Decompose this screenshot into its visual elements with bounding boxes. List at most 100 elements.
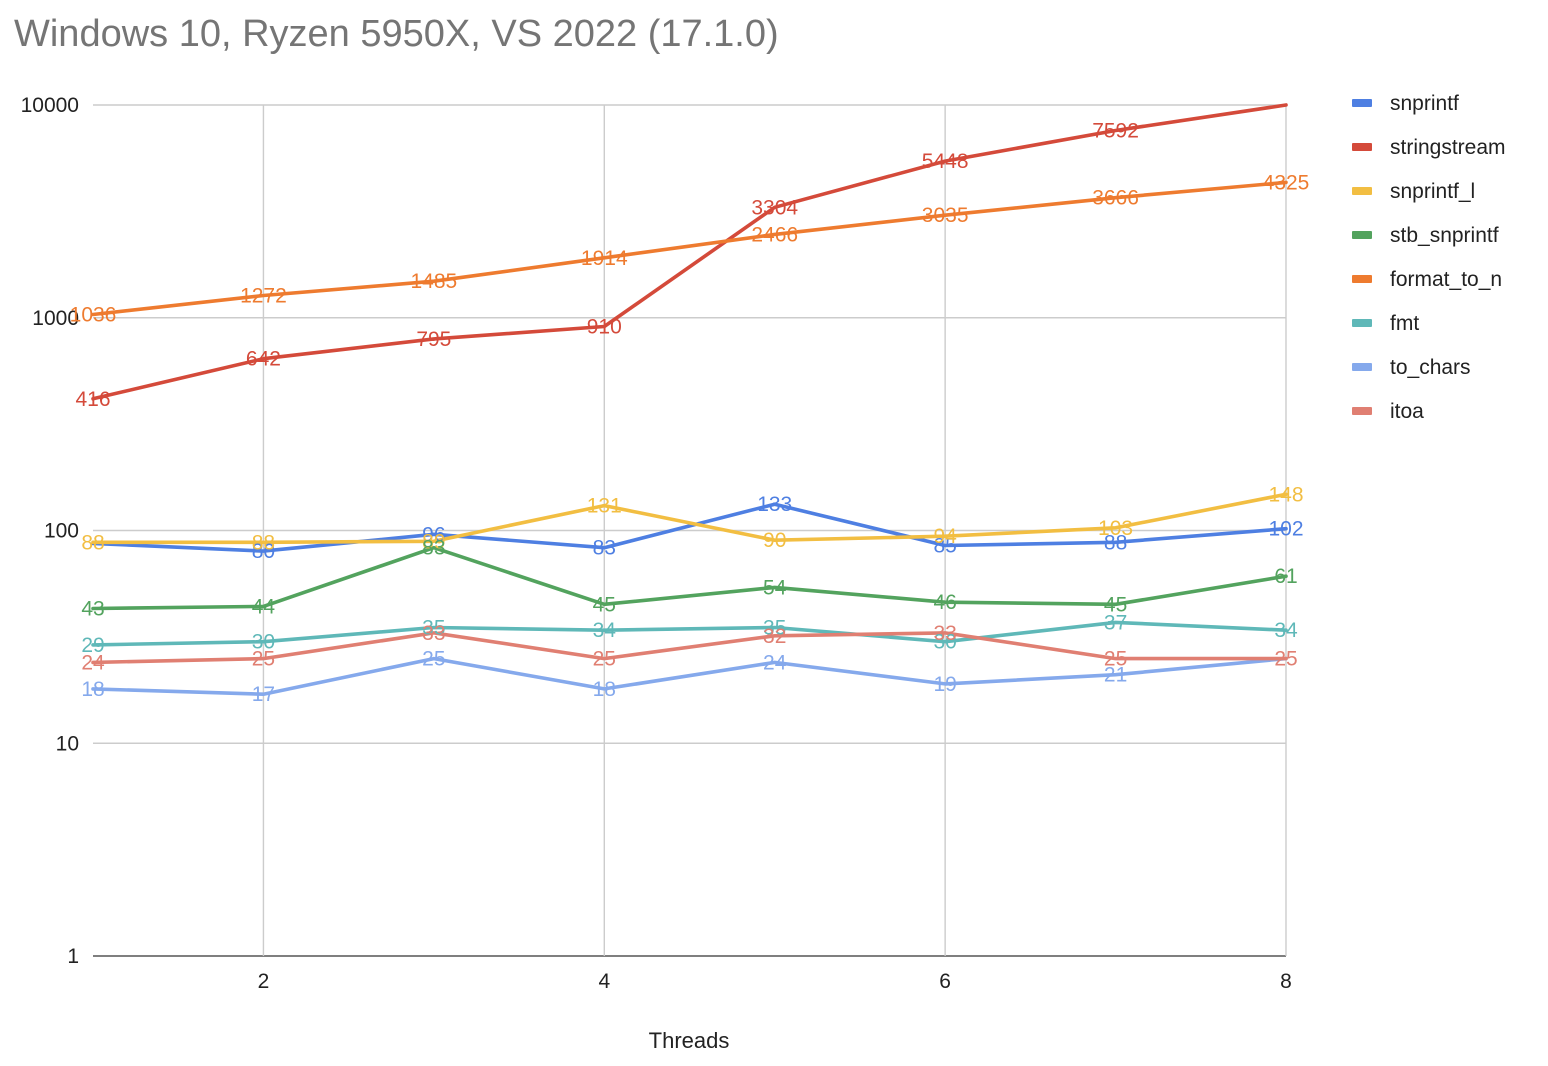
data-label-stb-snprintf: 44 xyxy=(252,595,276,618)
data-label-itoa: 33 xyxy=(422,622,445,645)
series-lines xyxy=(91,103,1288,697)
data-label-snprintf-l: 89 xyxy=(422,530,445,553)
data-label-to-chars: 21 xyxy=(1104,664,1127,687)
series-line-format-to-n xyxy=(91,180,1288,317)
data-label-snprintf-l: 90 xyxy=(763,529,786,552)
data-label-snprintf-l: 131 xyxy=(587,495,622,518)
legend-swatch-snprintf xyxy=(1352,99,1372,107)
data-label-fmt: 30 xyxy=(933,631,956,654)
data-label-fmt: 29 xyxy=(81,634,104,657)
data-label-stb-snprintf: 46 xyxy=(933,591,956,614)
legend-label-stb-snprintf: stb_snprintf xyxy=(1390,224,1499,247)
legend-swatch-snprintf-l xyxy=(1352,187,1372,195)
data-label-to-chars: 17 xyxy=(252,683,275,706)
data-label-format-to-n: 2466 xyxy=(751,223,798,246)
x-tick-label: 6 xyxy=(939,970,951,993)
legend-label-to-chars: to_chars xyxy=(1390,356,1471,379)
x-axis-ticks: 2 4 6 8 xyxy=(258,970,1292,993)
data-label-snprintf: 88 xyxy=(1104,531,1127,554)
data-label-fmt: 35 xyxy=(422,616,445,639)
data-label-to-chars: 18 xyxy=(593,678,616,701)
data-label-snprintf-l: 94 xyxy=(933,525,957,548)
legend: snprintf stringstream snprintf_l stb_snprin… xyxy=(1352,92,1506,423)
legend-label-stringstream: stringstream xyxy=(1390,136,1506,159)
data-label-snprintf: 102 xyxy=(1268,518,1303,541)
legend-swatch-stb-snprintf xyxy=(1352,231,1372,239)
data-label-stringstream: 5448 xyxy=(922,150,969,173)
legend-swatch-format-to-n xyxy=(1352,275,1372,283)
data-label-stb-snprintf: 54 xyxy=(763,576,787,599)
data-label-snprintf: 96 xyxy=(422,523,445,546)
legend-label-itoa: itoa xyxy=(1390,400,1424,423)
legend-swatch-fmt xyxy=(1352,319,1372,327)
legend-label-snprintf: snprintf xyxy=(1390,92,1459,115)
data-label-snprintf: 85 xyxy=(933,535,956,558)
data-label-stb-snprintf: 45 xyxy=(593,593,616,616)
data-label-format-to-n: 1485 xyxy=(410,270,457,293)
legend-label-snprintf-l: snprintf_l xyxy=(1390,180,1475,203)
x-tick-label: 2 xyxy=(258,970,270,993)
series-line-itoa xyxy=(91,631,1288,665)
data-label-stb-snprintf: 43 xyxy=(81,597,104,620)
data-label-itoa: 25 xyxy=(252,648,275,671)
data-label-format-to-n: 4325 xyxy=(1263,171,1310,194)
x-tick-label: 4 xyxy=(598,970,610,993)
series-line-stringstream xyxy=(91,103,1288,401)
data-label-snprintf-l: 148 xyxy=(1268,483,1303,506)
legend-label-fmt: fmt xyxy=(1390,312,1419,335)
x-tick-label: 8 xyxy=(1280,970,1292,993)
data-label-format-to-n: 3035 xyxy=(922,204,969,227)
series-line-fmt xyxy=(91,620,1288,647)
data-label-itoa: 24 xyxy=(81,651,105,674)
data-label-fmt: 34 xyxy=(593,619,617,642)
data-label-snprintf: 133 xyxy=(757,493,792,516)
legend-swatch-to-chars xyxy=(1352,363,1372,371)
data-label-snprintf-l: 88 xyxy=(81,531,104,554)
y-tick-label: 1 xyxy=(67,945,79,968)
data-label-stringstream: 795 xyxy=(416,328,451,351)
data-label-to-chars: 25 xyxy=(422,648,445,671)
data-label-snprintf-l: 88 xyxy=(252,531,275,554)
data-label-fmt: 34 xyxy=(1274,619,1298,642)
y-tick-label: 100 xyxy=(44,520,79,543)
data-label-fmt: 30 xyxy=(252,631,275,654)
data-label-stringstream: 3304 xyxy=(751,196,798,219)
y-axis-ticks: 1 10 100 1000 10000 xyxy=(21,94,79,968)
data-label-stb-snprintf: 61 xyxy=(1274,565,1297,588)
y-tick-label: 10 xyxy=(56,732,79,755)
data-label-fmt: 37 xyxy=(1104,611,1127,634)
data-label-fmt: 35 xyxy=(763,616,786,639)
series-line-stb-snprintf xyxy=(91,545,1288,611)
series-line-snprintf-l xyxy=(91,492,1288,545)
data-label-format-to-n: 1914 xyxy=(581,247,628,270)
x-axis-title: Threads xyxy=(649,1028,730,1053)
series-line-snprintf xyxy=(91,502,1288,553)
data-label-snprintf: 83 xyxy=(593,537,616,560)
chart-title: Windows 10, Ryzen 5950X, VS 2022 (17.1.0… xyxy=(14,13,779,55)
data-label-stringstream: 910 xyxy=(587,315,622,338)
data-label-to-chars: 18 xyxy=(81,678,104,701)
data-label-to-chars: 24 xyxy=(763,651,787,674)
legend-label-format-to-n: format_to_n xyxy=(1390,268,1502,291)
data-label-to-chars: 19 xyxy=(933,673,956,696)
legend-swatch-stringstream xyxy=(1352,143,1372,151)
legend-swatch-itoa xyxy=(1352,407,1372,415)
data-label-stb-snprintf: 45 xyxy=(1104,593,1127,616)
y-tick-label: 1000 xyxy=(32,307,79,330)
series-line-to-chars xyxy=(91,656,1288,697)
data-label-stringstream: 416 xyxy=(75,388,110,411)
data-label-itoa: 25 xyxy=(593,648,616,671)
data-label-format-to-n: 3666 xyxy=(1092,187,1139,210)
y-tick-label: 10000 xyxy=(21,94,79,117)
data-label-stringstream: 642 xyxy=(246,348,281,371)
data-label-itoa: 25 xyxy=(1274,648,1297,671)
data-label-format-to-n: 1036 xyxy=(70,303,117,326)
data-label-snprintf: 80 xyxy=(252,540,275,563)
data-label-itoa: 32 xyxy=(763,625,786,648)
data-label-stb-snprintf: 83 xyxy=(422,537,445,560)
data-label-stringstream: 7592 xyxy=(1092,119,1139,142)
data-label-itoa: 25 xyxy=(1104,648,1127,671)
data-label-snprintf-l: 103 xyxy=(1098,517,1133,540)
